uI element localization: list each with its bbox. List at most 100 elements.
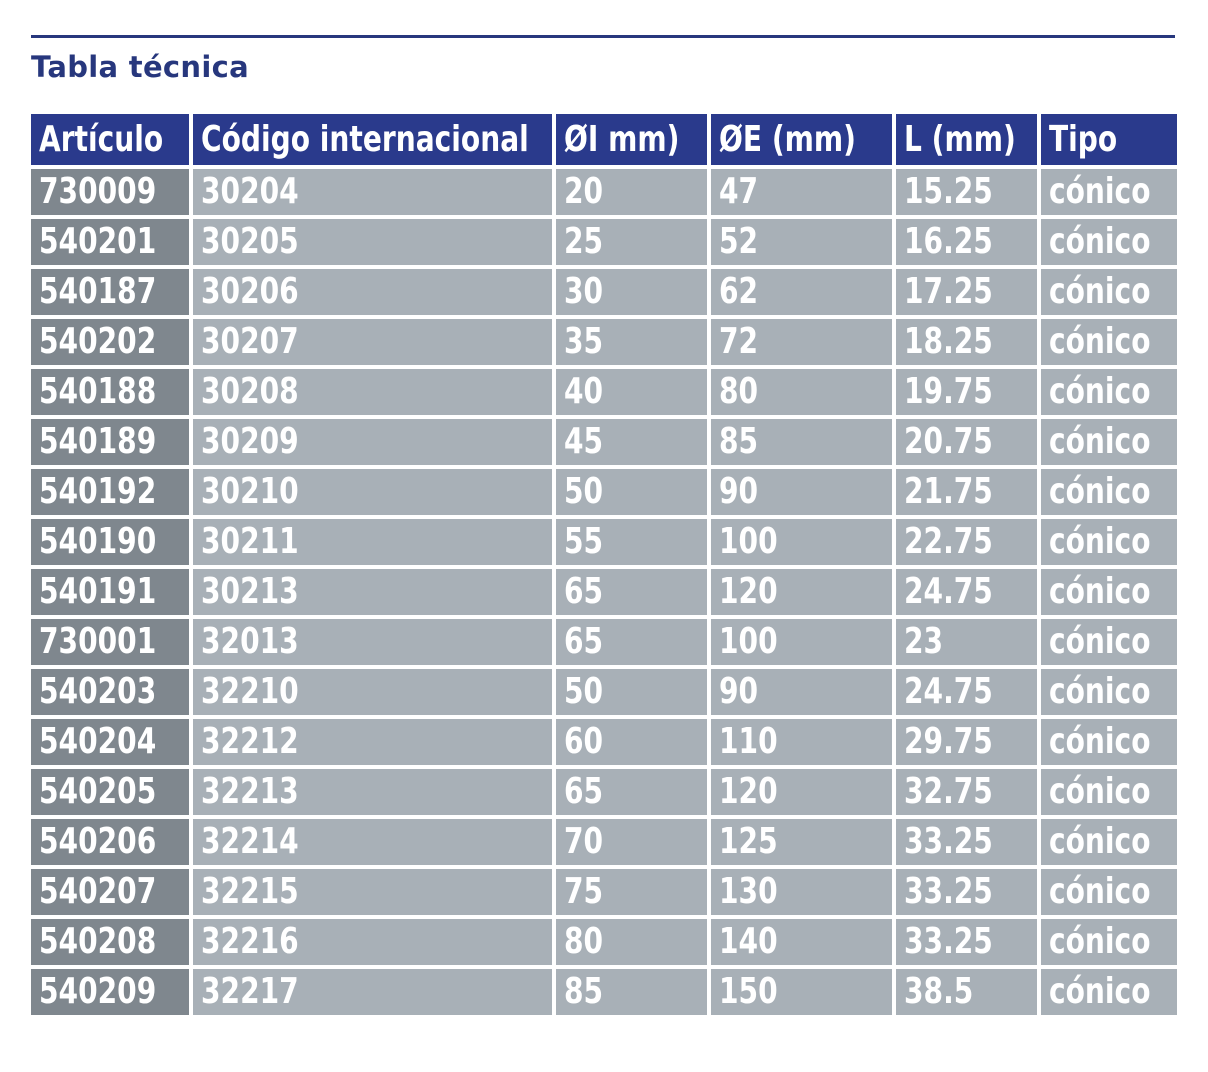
- tipo-cell: cónico: [1041, 219, 1177, 269]
- articulo-cell: 540188: [31, 369, 193, 419]
- header-diametro-interior: ØI mm): [556, 114, 711, 169]
- diametro-exterior-cell: 140: [711, 919, 896, 969]
- tipo-cell: cónico: [1041, 519, 1177, 569]
- codigo-cell: 32210: [193, 669, 556, 719]
- articulo-cell: 540201: [31, 219, 193, 269]
- table-body: 730009 30204 20 47 15.25 cónico 540201 30205 25 5…: [31, 169, 1177, 1019]
- header-tipo: Tipo: [1041, 114, 1177, 169]
- diametro-interior-cell: 65: [556, 619, 711, 669]
- diametro-interior-cell: 80: [556, 919, 711, 969]
- diametro-interior-cell: 65: [556, 569, 711, 619]
- diametro-exterior-cell: 80: [711, 369, 896, 419]
- codigo-cell: 30213: [193, 569, 556, 619]
- tipo-cell: cónico: [1041, 969, 1177, 1019]
- table-row: 540191 30213 65 120 24.75 cónico: [31, 569, 1177, 619]
- longitud-cell: 19.75: [896, 369, 1041, 419]
- diametro-interior-cell: 60: [556, 719, 711, 769]
- articulo-cell: 540209: [31, 969, 193, 1019]
- diametro-exterior-cell: 100: [711, 519, 896, 569]
- longitud-cell: 15.25: [896, 169, 1041, 219]
- tipo-cell: cónico: [1041, 369, 1177, 419]
- tipo-cell: cónico: [1041, 269, 1177, 319]
- articulo-cell: 730009: [31, 169, 193, 219]
- table-row: 540206 32214 70 125 33.25 cónico: [31, 819, 1177, 869]
- table-row: 540187 30206 30 62 17.25 cónico: [31, 269, 1177, 319]
- diametro-interior-cell: 25: [556, 219, 711, 269]
- tipo-cell: cónico: [1041, 469, 1177, 519]
- codigo-cell: 32216: [193, 919, 556, 969]
- diametro-exterior-cell: 72: [711, 319, 896, 369]
- diametro-exterior-cell: 125: [711, 819, 896, 869]
- diametro-exterior-cell: 90: [711, 469, 896, 519]
- codigo-cell: 30211: [193, 519, 556, 569]
- table-row: 540192 30210 50 90 21.75 cónico: [31, 469, 1177, 519]
- diametro-interior-cell: 20: [556, 169, 711, 219]
- diametro-exterior-cell: 47: [711, 169, 896, 219]
- page-title: Tabla técnica: [31, 50, 249, 84]
- codigo-cell: 30208: [193, 369, 556, 419]
- codigo-cell: 32217: [193, 969, 556, 1019]
- longitud-cell: 33.25: [896, 919, 1041, 969]
- diametro-interior-cell: 50: [556, 669, 711, 719]
- longitud-cell: 16.25: [896, 219, 1041, 269]
- tipo-cell: cónico: [1041, 919, 1177, 969]
- tipo-cell: cónico: [1041, 669, 1177, 719]
- diametro-interior-cell: 40: [556, 369, 711, 419]
- tipo-cell: cónico: [1041, 619, 1177, 669]
- articulo-cell: 540203: [31, 669, 193, 719]
- diametro-exterior-cell: 100: [711, 619, 896, 669]
- articulo-cell: 540204: [31, 719, 193, 769]
- longitud-cell: 22.75: [896, 519, 1041, 569]
- diametro-interior-cell: 85: [556, 969, 711, 1019]
- articulo-cell: 540192: [31, 469, 193, 519]
- diametro-exterior-cell: 120: [711, 769, 896, 819]
- diametro-interior-cell: 50: [556, 469, 711, 519]
- articulo-cell: 540205: [31, 769, 193, 819]
- longitud-cell: 24.75: [896, 669, 1041, 719]
- diametro-exterior-cell: 130: [711, 869, 896, 919]
- table-row: 540203 32210 50 90 24.75 cónico: [31, 669, 1177, 719]
- codigo-cell: 30206: [193, 269, 556, 319]
- header-articulo: Artículo: [31, 114, 193, 169]
- codigo-cell: 32214: [193, 819, 556, 869]
- table-row: 730001 32013 65 100 23 cónico: [31, 619, 1177, 669]
- articulo-cell: 730001: [31, 619, 193, 669]
- top-rule: [31, 35, 1175, 38]
- diametro-exterior-cell: 62: [711, 269, 896, 319]
- table-row: 540190 30211 55 100 22.75 cónico: [31, 519, 1177, 569]
- tipo-cell: cónico: [1041, 319, 1177, 369]
- table-row: 540189 30209 45 85 20.75 cónico: [31, 419, 1177, 469]
- diametro-interior-cell: 65: [556, 769, 711, 819]
- tipo-cell: cónico: [1041, 769, 1177, 819]
- diametro-interior-cell: 55: [556, 519, 711, 569]
- articulo-cell: 540208: [31, 919, 193, 969]
- diametro-interior-cell: 70: [556, 819, 711, 869]
- longitud-cell: 20.75: [896, 419, 1041, 469]
- articulo-cell: 540190: [31, 519, 193, 569]
- tipo-cell: cónico: [1041, 869, 1177, 919]
- header-codigo-internacional: Código internacional: [193, 114, 556, 169]
- longitud-cell: 38.5: [896, 969, 1041, 1019]
- codigo-cell: 32013: [193, 619, 556, 669]
- table-row: 540207 32215 75 130 33.25 cónico: [31, 869, 1177, 919]
- table-row: 540204 32212 60 110 29.75 cónico: [31, 719, 1177, 769]
- articulo-cell: 540191: [31, 569, 193, 619]
- table-row: 540209 32217 85 150 38.5 cónico: [31, 969, 1177, 1019]
- diametro-exterior-cell: 90: [711, 669, 896, 719]
- longitud-cell: 29.75: [896, 719, 1041, 769]
- longitud-cell: 17.25: [896, 269, 1041, 319]
- codigo-cell: 30207: [193, 319, 556, 369]
- codigo-cell: 30205: [193, 219, 556, 269]
- table-row: 540188 30208 40 80 19.75 cónico: [31, 369, 1177, 419]
- longitud-cell: 33.25: [896, 869, 1041, 919]
- articulo-cell: 540187: [31, 269, 193, 319]
- articulo-cell: 540189: [31, 419, 193, 469]
- tipo-cell: cónico: [1041, 819, 1177, 869]
- tipo-cell: cónico: [1041, 419, 1177, 469]
- table-row: 540205 32213 65 120 32.75 cónico: [31, 769, 1177, 819]
- articulo-cell: 540207: [31, 869, 193, 919]
- tipo-cell: cónico: [1041, 569, 1177, 619]
- longitud-cell: 33.25: [896, 819, 1041, 869]
- longitud-cell: 24.75: [896, 569, 1041, 619]
- table-header-row: Artículo Código internacional ØI mm) ØE …: [31, 114, 1177, 169]
